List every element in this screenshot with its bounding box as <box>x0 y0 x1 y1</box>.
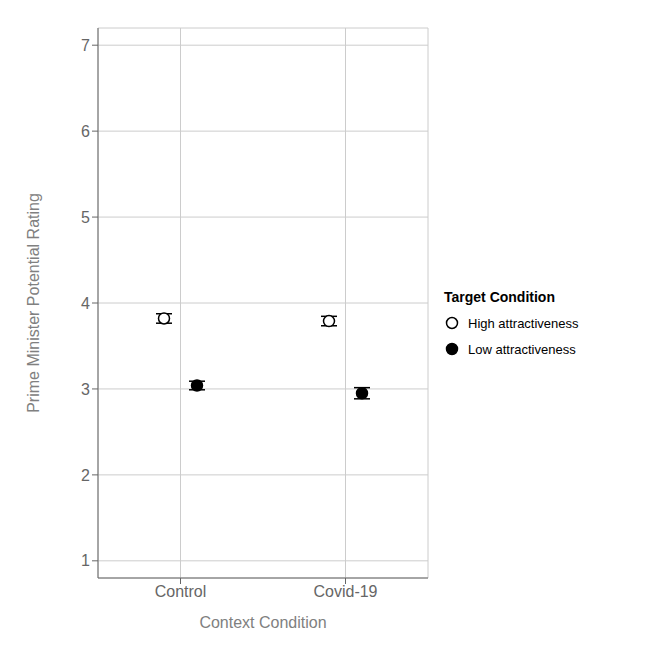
html-text:High attractiveness: High attractiveness <box>468 315 579 331</box>
html-text:Target Condition: Target Condition <box>444 289 555 305</box>
svg-text:Prime Minister Potential Ratin: Prime Minister Potential Rating <box>25 193 42 413</box>
svg-text:Covid-19: Covid-19 <box>313 583 377 600</box>
svg-text:Control: Control <box>155 583 207 600</box>
svg-text:Context Condition: Context Condition <box>199 614 326 631</box>
svg-text:5: 5 <box>81 209 90 226</box>
svg-text:4: 4 <box>81 295 90 312</box>
svg-text:6: 6 <box>81 123 90 140</box>
svg-text:1: 1 <box>81 552 90 569</box>
svg-text:2: 2 <box>81 467 90 484</box>
svg-text:3: 3 <box>81 381 90 398</box>
html-text:Low attractiveness: Low attractiveness <box>468 341 576 357</box>
svg-text:7: 7 <box>81 37 90 54</box>
